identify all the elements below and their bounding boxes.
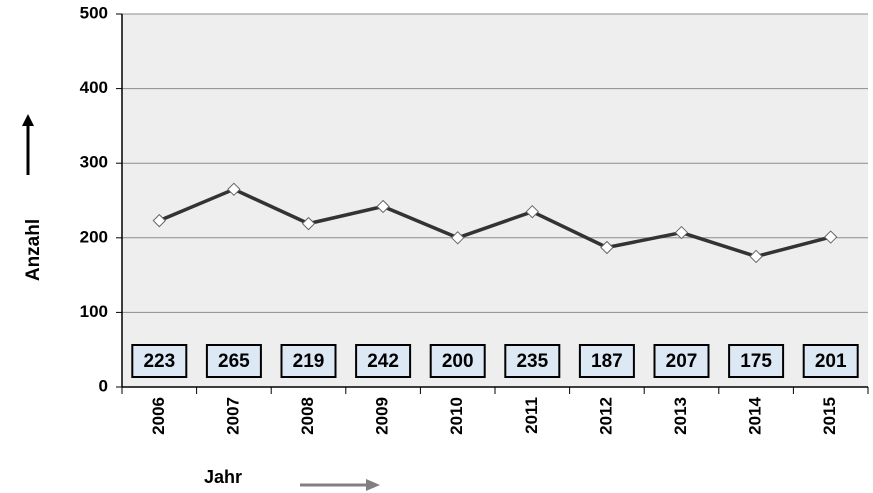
- value-label-bg: [280, 344, 337, 378]
- x-tick-label: 2008: [298, 397, 317, 435]
- value-label: 235: [516, 351, 548, 372]
- value-label: 201: [815, 351, 847, 372]
- x-tick-label: 2013: [671, 397, 690, 435]
- value-label-bg: [355, 344, 412, 378]
- value-label: 175: [740, 351, 772, 372]
- marker: [227, 182, 241, 197]
- value-label-bg: [429, 344, 486, 378]
- x-axis-label: Jahr: [204, 467, 242, 487]
- value-label-bg: [578, 344, 635, 378]
- x-tick-label: 2010: [447, 397, 466, 435]
- value-label: 219: [293, 351, 325, 372]
- value-label: 242: [367, 351, 399, 372]
- marker: [450, 231, 465, 245]
- marker: [301, 216, 316, 231]
- x-tick-label: 2011: [522, 397, 541, 434]
- value-label-box: 219: [280, 344, 337, 378]
- x-tick-label: 2009: [373, 397, 392, 435]
- y-axis-label: Anzahl: [23, 219, 44, 281]
- value-label-bg: [131, 344, 188, 378]
- value-label-bg: [802, 344, 859, 378]
- marker: [525, 204, 540, 219]
- value-label: 223: [143, 351, 175, 372]
- y-tick-label: 100: [80, 302, 108, 321]
- value-label-box: 242: [355, 344, 412, 378]
- value-label-box: 207: [653, 344, 710, 378]
- value-label: 187: [591, 351, 623, 372]
- marker: [749, 249, 763, 264]
- y-tick-label: 400: [80, 78, 108, 97]
- value-label-box: 200: [429, 344, 486, 378]
- value-label: 207: [666, 351, 698, 372]
- value-label-box: 201: [802, 344, 859, 378]
- plot-area: [122, 14, 868, 387]
- x-arrow-head: [366, 479, 380, 491]
- y-arrow-head: [22, 114, 34, 126]
- y-tick-label: 200: [80, 227, 108, 246]
- x-tick-label: 2014: [746, 396, 765, 434]
- marker: [823, 230, 838, 244]
- value-label-bg: [205, 344, 262, 378]
- value-label: 200: [442, 351, 474, 372]
- value-label-bg: [728, 344, 785, 378]
- x-tick-label: 2007: [223, 397, 242, 435]
- value-label-box: 223: [131, 344, 188, 378]
- marker: [376, 199, 390, 214]
- value-label-box: 265: [205, 344, 262, 378]
- y-tick-label: 500: [80, 3, 108, 22]
- value-label-box: 235: [504, 344, 561, 378]
- line: [158, 187, 832, 259]
- value-label-bg: [653, 344, 710, 378]
- x-tick-label: 2015: [820, 397, 839, 435]
- marker: [152, 213, 167, 228]
- marker: [600, 240, 614, 255]
- x-tick-label: 2012: [596, 397, 615, 435]
- value-label-box: 187: [578, 344, 635, 378]
- x-tick-label: 2006: [149, 397, 168, 435]
- y-tick-label: 0: [99, 376, 108, 395]
- value-label: 265: [218, 351, 250, 372]
- value-label-box: 175: [728, 344, 785, 378]
- y-tick-label: 300: [80, 153, 108, 172]
- value-label-bg: [504, 344, 561, 378]
- marker: [674, 225, 689, 240]
